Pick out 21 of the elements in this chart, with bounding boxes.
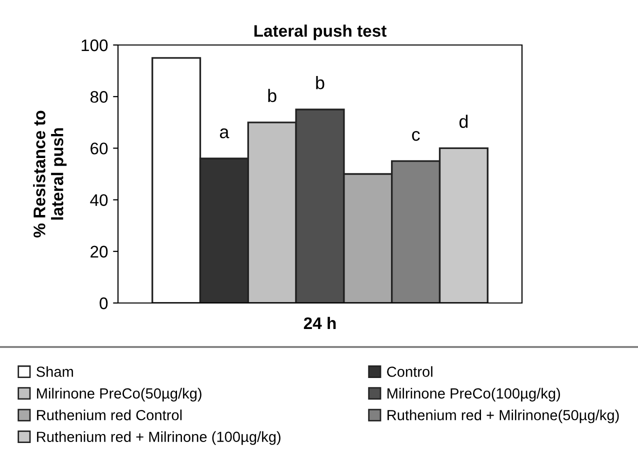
legend-label: Ruthenium red + Milrinone (100µg/kg) [37,431,280,445]
y-tick-label: 100 [82,39,108,52]
y-tick-label: 40 [90,194,108,206]
legend-label: Ruthenium red + Milrinone(50µg/kg) [388,410,619,424]
y-tick-label: 0 [100,297,108,310]
legend-label: Sham [36,366,73,377]
data-label: c [412,130,420,141]
y-tick-label: 80 [90,91,108,103]
chart-title: Lateral push test [254,24,386,40]
legend-label: Milrinone PreCo(50µg/kg) [37,388,202,402]
y-axis-title: % Resistance to lateral push [33,110,67,238]
legend-label: Milrinone PreCo(100µg/kg) [388,388,560,402]
y-tick-label: 20 [90,246,108,258]
y-tick-label: 60 [90,142,108,154]
data-label: a [220,128,230,138]
data-label: b [268,88,276,102]
legend-label: Ruthenium red Control [37,410,182,420]
x-tick-label: 24 h [304,316,336,329]
data-label: b [316,76,324,90]
data-label: d [459,114,468,128]
legend-label: Control [387,366,432,377]
